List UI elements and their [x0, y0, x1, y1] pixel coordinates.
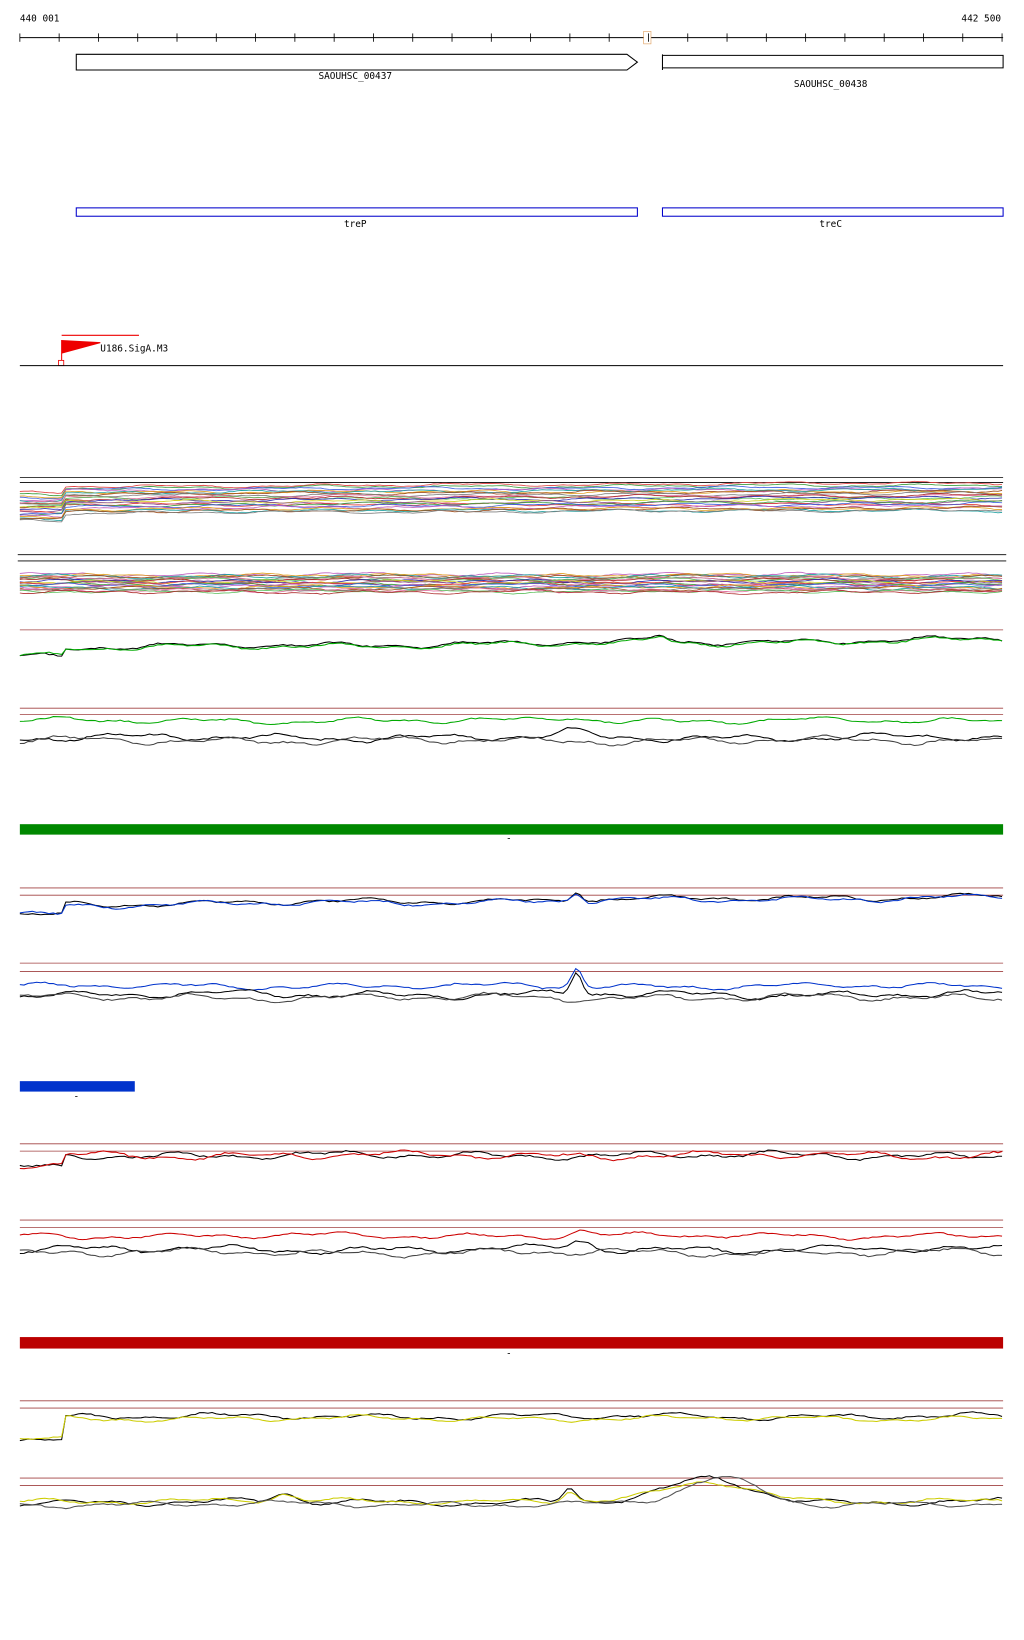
signal-trace: [19, 635, 1003, 657]
signal-trace: [19, 1246, 1003, 1259]
signal-trace: [19, 716, 1003, 726]
signal-trace: [19, 487, 1003, 502]
signal-trace: [19, 506, 1003, 519]
gene-arrow: [75, 53, 639, 71]
signal-trace: [19, 500, 1003, 516]
signal-trace: [19, 508, 1003, 523]
gene-label: SAOUHSC_00438: [794, 79, 868, 90]
signal-trace: [19, 1149, 1003, 1168]
signal-trace: [19, 893, 1003, 915]
signal-trace: [19, 495, 1003, 508]
signal-trace: [19, 588, 1003, 595]
bar-label: -: [73, 1091, 79, 1102]
signal-trace: [19, 967, 1003, 991]
signal-trace: [19, 991, 1003, 1004]
site-flag: [61, 339, 101, 364]
signal-trace: [19, 1229, 1003, 1241]
signal-trace: [19, 1475, 1003, 1510]
bar-label: -: [506, 1348, 512, 1359]
gene-label: SAOUHSC_00437: [319, 71, 393, 82]
signal-trace: [19, 1149, 1003, 1170]
signal-trace: [19, 1413, 1003, 1440]
signal-trace: [19, 489, 1003, 505]
feature-label: treP: [344, 219, 367, 230]
bar-label: -: [506, 833, 512, 844]
signal-trace: [19, 892, 1003, 916]
ruler: [19, 31, 1004, 45]
gene-box: [661, 54, 1004, 70]
ruler-break: [643, 31, 652, 45]
feature-label: treC: [819, 219, 842, 230]
signal-trace: [19, 508, 1003, 522]
track-bar: [19, 1337, 1004, 1349]
site-label: U186.SigA.M3: [100, 343, 168, 354]
signal-trace: [19, 1240, 1003, 1256]
signal-trace: [19, 1475, 1003, 1507]
signal-trace: [19, 1481, 1003, 1506]
signal-trace: [19, 491, 1003, 506]
signal-trace: [19, 571, 1003, 578]
signal-trace: [19, 583, 1003, 590]
signal-trace: [19, 1411, 1003, 1442]
signal-trace: [19, 727, 1003, 744]
signal-trace: [19, 573, 1003, 580]
track-bar: [19, 1081, 135, 1092]
traces: [17, 476, 1007, 1510]
signal-trace: [19, 581, 1003, 588]
signal-trace: [19, 734, 1003, 747]
signal-trace: [19, 480, 1003, 494]
signal-trace: [19, 493, 1003, 509]
signal-trace: [19, 505, 1003, 520]
ruler-end: 442 500: [961, 13, 1001, 24]
feature-box: [661, 207, 1004, 217]
ruler-start: 440 001: [20, 13, 60, 24]
feature-box: [75, 207, 638, 217]
track-bar: [19, 824, 1004, 835]
signal-trace: [19, 634, 1003, 657]
signal-trace: [19, 582, 1003, 589]
signal-trace: [19, 587, 1003, 594]
signal-trace: [19, 497, 1003, 509]
signal-trace: [19, 586, 1003, 593]
site-marker: [58, 359, 65, 367]
signal-trace: [19, 971, 1003, 1001]
